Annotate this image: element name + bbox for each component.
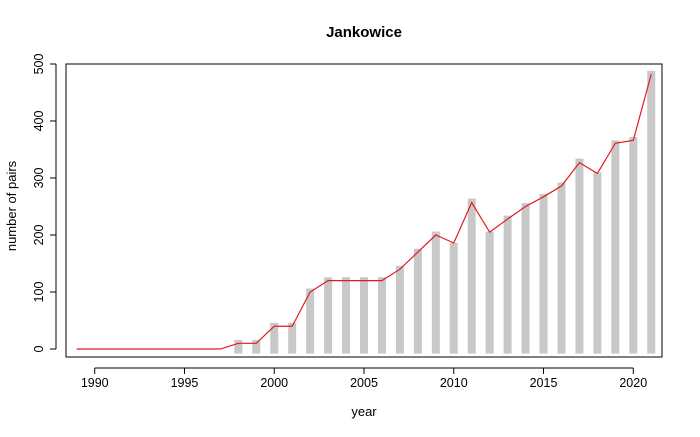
y-axis-label: number of pairs <box>4 160 19 251</box>
bar-2000 <box>270 322 279 354</box>
bar-2011 <box>467 198 476 354</box>
x-tick-label: 1990 <box>81 376 109 390</box>
bar-2001 <box>288 322 297 354</box>
trend-line <box>76 74 652 350</box>
y-axis: 0 100 200 300 400 500 <box>32 54 57 352</box>
bar-2020 <box>629 136 638 354</box>
bar-1998 <box>234 339 243 354</box>
bar-1999 <box>252 339 261 354</box>
bar-2018 <box>593 172 602 354</box>
bar-2005 <box>360 277 368 354</box>
bar-2010 <box>449 242 458 354</box>
bar-2007 <box>395 265 404 354</box>
y-tick-label: 0 <box>32 345 46 352</box>
line-series <box>76 74 652 350</box>
bar-2015 <box>539 193 548 354</box>
x-tick-label: 2015 <box>530 376 558 390</box>
x-axis-label: year <box>351 404 377 419</box>
bar-2013 <box>503 215 512 354</box>
bar-2003 <box>324 277 333 354</box>
x-tick-label: 2000 <box>260 376 288 390</box>
bar-2021 <box>647 70 656 354</box>
bar-2006 <box>377 277 386 354</box>
bar-2002 <box>306 288 315 354</box>
bar-series <box>234 70 656 354</box>
bar-2004 <box>342 277 351 354</box>
y-tick-label: 300 <box>32 168 46 189</box>
x-tick-label: 2010 <box>440 376 468 390</box>
bar-2009 <box>431 231 440 354</box>
y-tick-label: 400 <box>32 111 46 132</box>
x-tick-label: 1995 <box>171 376 199 390</box>
bar-2008 <box>413 248 422 354</box>
y-tick-label: 200 <box>32 225 46 246</box>
bar-2017 <box>575 158 584 354</box>
plot-frame <box>65 63 663 358</box>
bar-2014 <box>521 203 530 354</box>
bar-2012 <box>485 231 494 354</box>
x-tick-label: 2005 <box>350 376 378 390</box>
bar-2016 <box>557 182 566 354</box>
x-tick-label: 2020 <box>619 376 647 390</box>
x-axis: 1990 1995 2000 2005 2010 2015 2020 <box>81 367 647 390</box>
y-tick-label: 500 <box>32 54 46 75</box>
y-tick-label: 100 <box>32 282 46 303</box>
bar-2019 <box>611 140 620 354</box>
chart-title: Jankowice <box>326 24 402 41</box>
